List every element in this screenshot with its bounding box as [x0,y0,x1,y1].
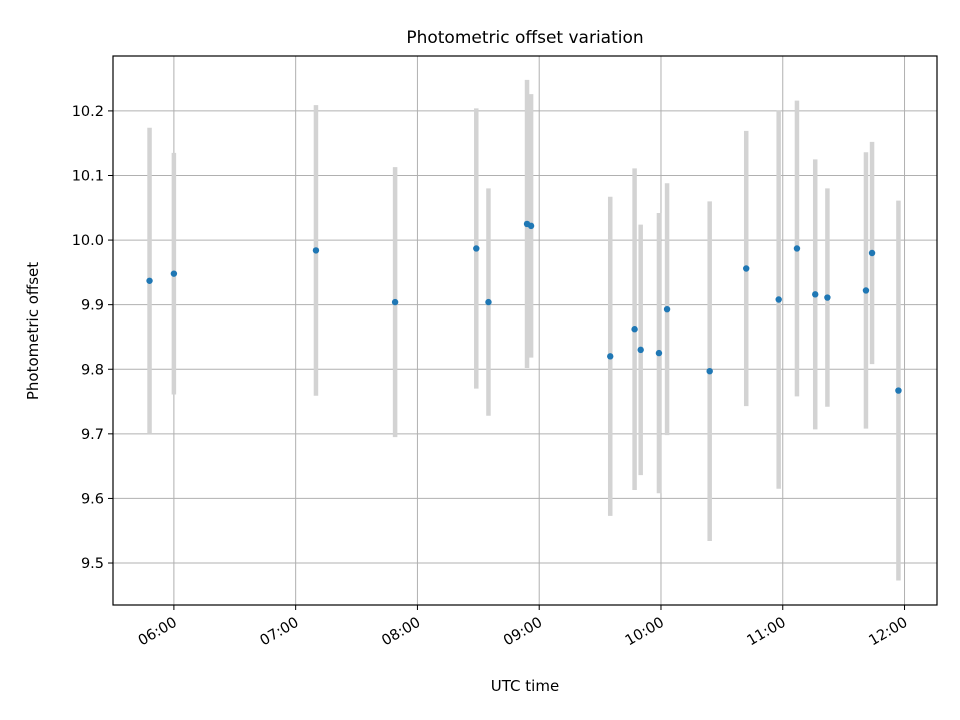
data-points [146,220,902,394]
y-tick-label: 10.0 [72,233,104,249]
x-tick-label: 06:00 [136,615,180,650]
plot-area-frame [112,55,938,606]
data-point [824,294,831,301]
data-point [862,287,870,294]
y-tick-label: 9.9 [81,298,104,314]
x-tick-label: 07:00 [257,615,301,650]
error-bars [147,79,901,581]
x-tick-label: 08:00 [379,615,423,650]
data-point [868,249,876,257]
data-point [812,291,819,298]
data-point [391,298,399,306]
data-point [473,245,480,252]
y-tick-label: 9.7 [81,427,104,443]
y-tick-label: 9.5 [81,556,104,572]
y-tick-label: 10.2 [72,104,104,120]
data-point [607,353,614,360]
x-tick-label: 12:00 [866,615,910,650]
y-tick-label: 9.6 [81,491,104,507]
data-point [170,270,178,277]
y-tick-label: 9.8 [81,362,104,378]
data-point [895,387,902,394]
y-tick-label: 10.1 [72,168,104,184]
axis-ticks: 06:00 07:00 08:00 09:00 10:00 11:00 12:00 9.5 9.… [72,104,911,649]
y-axis-label: Photometric offset [24,262,42,400]
x-tick-label: 09:00 [501,615,545,650]
data-point [663,305,671,313]
x-tick-label: 10:00 [623,615,667,650]
x-axis-label: UTC time [491,677,559,695]
data-point [743,265,750,272]
data-point [655,349,663,357]
data-point [793,245,801,252]
data-point [706,367,713,375]
data-point [485,298,492,306]
data-point [631,326,638,333]
data-point [637,346,644,354]
data-point [312,247,320,254]
data-point [146,277,153,284]
data-point [527,222,535,230]
chart-title: Photometric offset variation [406,28,643,48]
data-point [775,296,782,303]
x-tick-label: 11:00 [745,615,789,650]
